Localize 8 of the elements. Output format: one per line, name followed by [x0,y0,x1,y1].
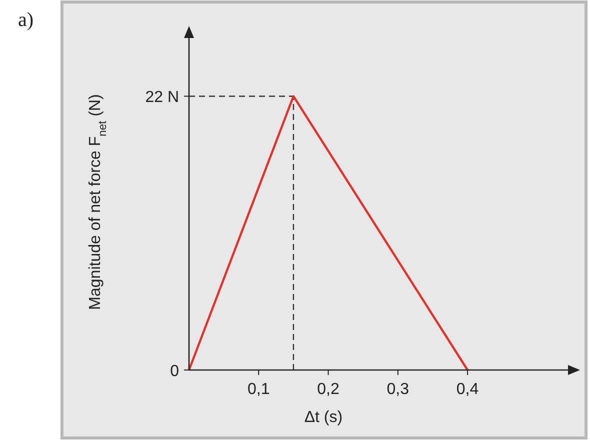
x-tick-label: 0,4 [456,381,479,398]
x-tick-label: 0,3 [386,381,410,398]
text: a) [18,9,34,31]
x-tick-label: 0,2 [317,381,340,398]
x-tick-label: 0,1 [248,381,270,398]
y-tick-label: 0 [170,363,180,380]
y-tick-label: 22 N [145,89,179,106]
x-axis-title: Δt (s) [304,409,343,426]
